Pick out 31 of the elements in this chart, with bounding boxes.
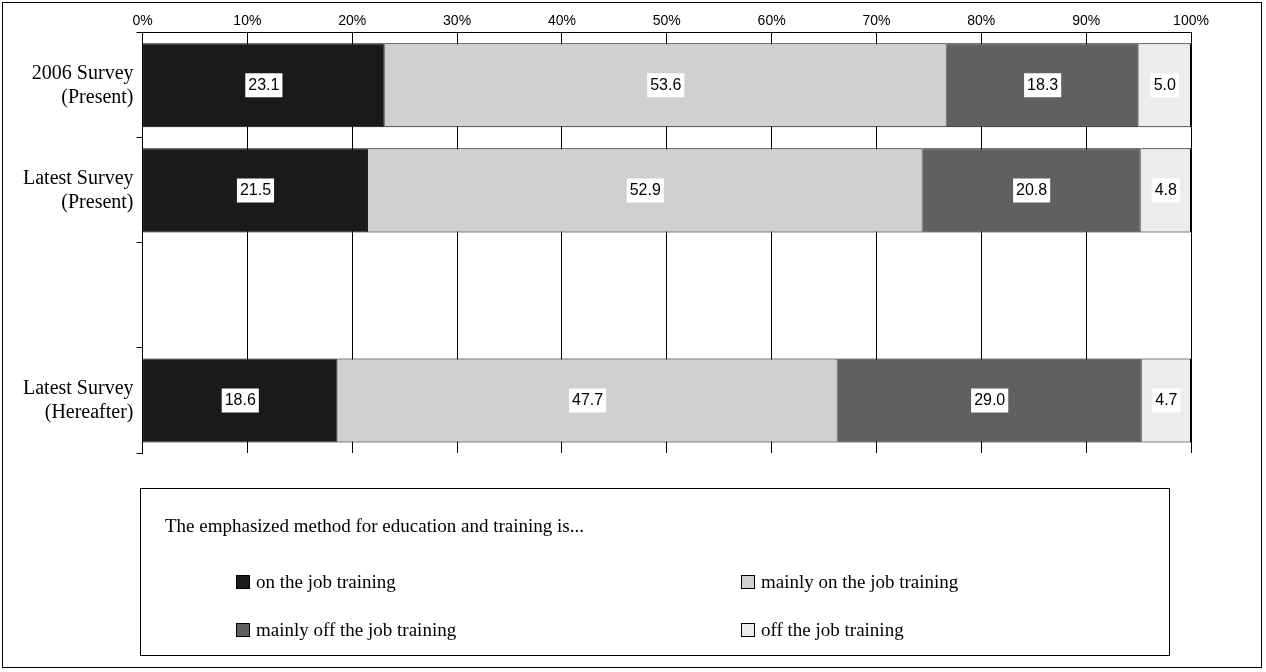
x-tick-label: 20% [338, 12, 367, 29]
x-tick-label: 50% [652, 12, 681, 29]
data-label: 20.8 [1016, 180, 1048, 198]
x-tick-label: 10% [233, 12, 262, 29]
legend-label: mainly on the job training [761, 571, 959, 593]
legend-title: The emphasized method for education and training is... [165, 515, 584, 537]
legend-label: off the job training [761, 619, 904, 641]
data-label: 21.5 [239, 180, 272, 198]
x-tick-label: 70% [862, 12, 891, 29]
data-label: 47.7 [572, 390, 604, 408]
data-label: 23.1 [248, 75, 280, 93]
x-tick-label: 30% [443, 12, 472, 29]
y-tick-label: Latest Survey (Hereafter) [23, 375, 134, 423]
x-tick-label: 60% [757, 12, 786, 29]
data-label: 4.7 [1155, 390, 1178, 408]
x-tick-label: 100% [1173, 12, 1209, 29]
legend-label: on the job training [256, 571, 396, 593]
data-label: 53.6 [650, 75, 682, 93]
data-label: 4.8 [1154, 180, 1178, 198]
data-label: 5.0 [1153, 75, 1177, 93]
data-label: 52.9 [629, 180, 661, 198]
data-label: 18.3 [1027, 75, 1059, 93]
data-label: 18.6 [224, 390, 256, 408]
x-tick-label: 90% [1072, 12, 1101, 29]
y-tick-label: 2006 Survey (Present) [31, 60, 134, 108]
data-label: 29.0 [974, 390, 1006, 408]
x-tick-label: 0% [132, 12, 153, 29]
x-tick-label: 80% [967, 12, 996, 29]
y-tick-label: Latest Survey (Present) [23, 165, 134, 213]
legend-label: mainly off the job training [256, 619, 457, 641]
x-tick-label: 40% [547, 12, 576, 29]
